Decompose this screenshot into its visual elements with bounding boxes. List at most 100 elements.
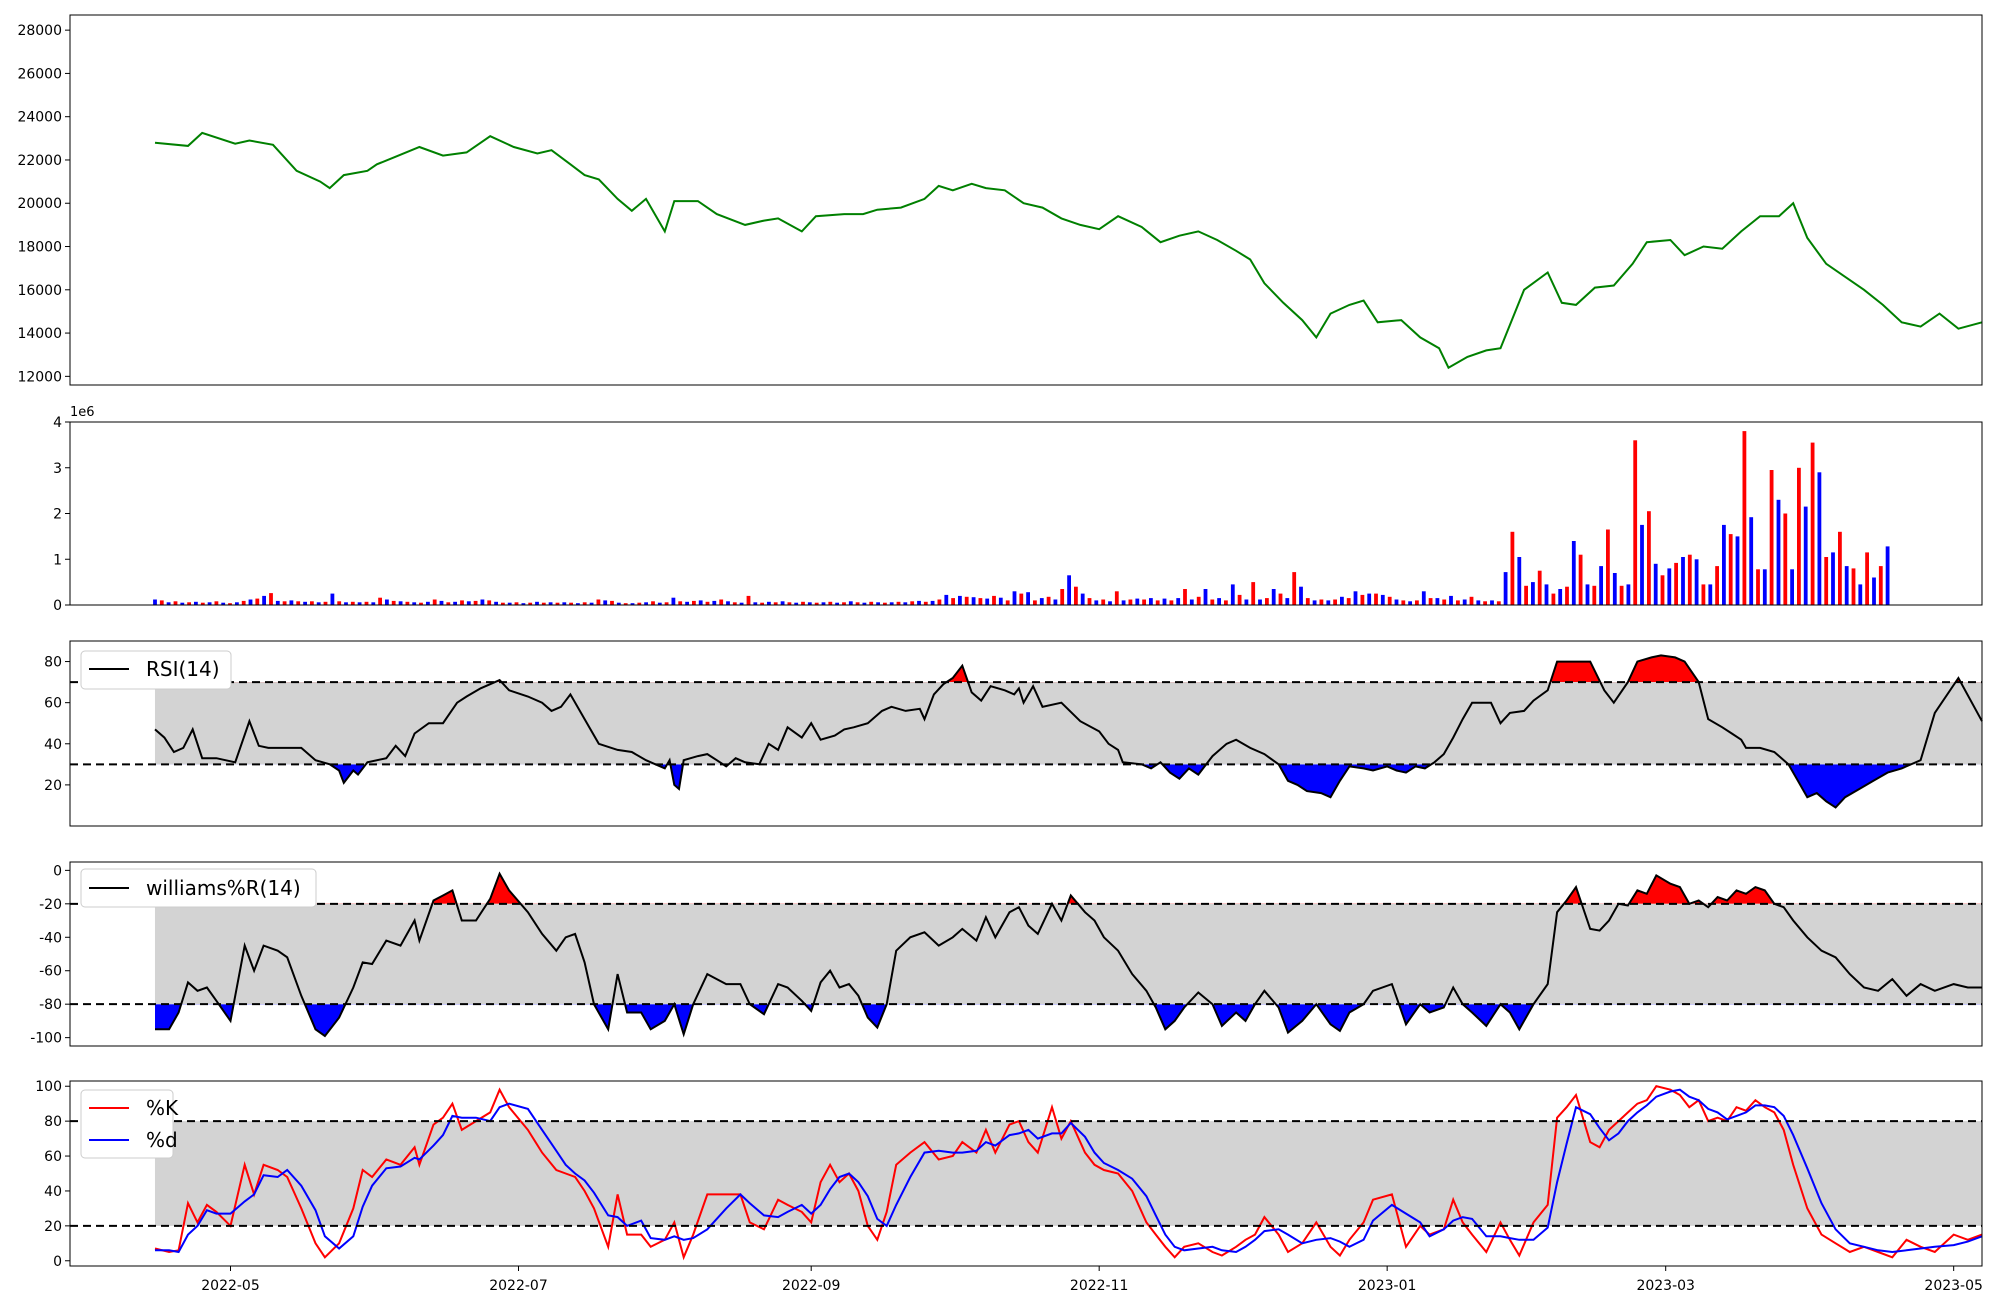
rsi-legend: RSI(14): [80, 650, 232, 690]
volume-bar: [412, 602, 417, 605]
volume-bar: [1858, 584, 1863, 605]
volume-bar: [391, 600, 396, 605]
volume-bar: [698, 600, 703, 605]
price-ytick-label: 18000: [17, 240, 62, 256]
volume-bar: [1531, 582, 1535, 605]
volume-bar: [1865, 552, 1869, 605]
volume-bar: [1189, 599, 1194, 605]
volume-bar: [1353, 591, 1358, 605]
k-legend-label: %K: [146, 1096, 179, 1120]
volume-panel: 0 1 2 3 4: [53, 415, 1983, 614]
volume-bar: [705, 601, 710, 605]
volume-bar: [1401, 600, 1406, 605]
price-ytick-label: 16000: [17, 283, 62, 299]
volume-bar: [235, 602, 239, 605]
volume-bar: [753, 602, 758, 605]
volume-bar: [1251, 582, 1256, 605]
volume-bar: [1592, 585, 1597, 605]
volume-bar: [1278, 593, 1283, 605]
stochastic-frame: [69, 1080, 1983, 1267]
volume-bar: [405, 601, 410, 605]
volume-bar: [323, 601, 328, 605]
volume-bar: [1647, 511, 1651, 605]
volume-bar: [937, 599, 942, 605]
x-tick-label: 2022-11: [1070, 1278, 1129, 1294]
volume-bar: [1101, 599, 1106, 605]
volume-bar: [1033, 600, 1037, 605]
volume-bar: [998, 597, 1003, 605]
volume-bar: [903, 602, 908, 605]
volume-bar: [487, 600, 492, 605]
volume-bar: [1292, 572, 1297, 605]
x-tick-label: 2023-05: [1924, 1278, 1983, 1294]
volume-bar: [1271, 589, 1276, 605]
williams-neutral-band: [154, 903, 1982, 1005]
volume-bar: [316, 602, 321, 605]
volume-bar: [303, 601, 307, 605]
volume-bar: [1299, 586, 1303, 605]
volume-bar: [944, 594, 949, 605]
volume-bar: [1810, 442, 1815, 605]
volume-bar: [1571, 541, 1576, 605]
volume-bar: [166, 602, 171, 605]
volume-bar: [1708, 584, 1713, 605]
volume-bar: [1258, 599, 1262, 605]
volume-bar: [1169, 600, 1174, 605]
volume-bar: [248, 599, 253, 605]
volume-bar: [760, 602, 764, 605]
stochastic-panel: 0 20 40 60 80 100 2022-05 2022-07 2022-09 2022-11…: [35, 1079, 1983, 1294]
volume-bar: [1203, 589, 1208, 605]
x-tick-label: 2023-03: [1636, 1278, 1695, 1294]
volume-bar: [835, 602, 839, 605]
volume-bar: [1394, 599, 1399, 605]
rsi-legend-box: [80, 650, 232, 690]
rsi-legend-label: RSI(14): [146, 657, 220, 681]
volume-bar: [548, 602, 553, 605]
volume-bar: [1469, 596, 1474, 605]
volume-bar: [180, 602, 185, 605]
williams-ytick-label: 0: [53, 863, 62, 879]
volume-bar: [1735, 536, 1740, 605]
volume-bar: [1380, 594, 1385, 605]
volume-bar: [1558, 589, 1563, 605]
volume-bar: [535, 601, 539, 605]
williams-frame: [69, 861, 1983, 1047]
volume-bar: [1333, 599, 1337, 605]
williams-ytick-label: -60: [39, 964, 62, 980]
volume-bar: [1217, 598, 1221, 605]
volume-bar: [964, 596, 969, 605]
volume-bar: [1319, 599, 1324, 605]
volume-bar: [630, 603, 635, 605]
volume-bar: [1783, 513, 1788, 605]
volume-bar: [869, 601, 874, 605]
volume-bar: [1230, 584, 1235, 605]
volume-bar: [773, 602, 778, 605]
stochastic-ytick-label: 20: [44, 1219, 62, 1235]
volume-bar: [862, 602, 867, 605]
volume-bar: [992, 595, 996, 605]
volume-bar: [1183, 589, 1187, 605]
williams-legend-label: williams%R(14): [146, 876, 301, 900]
volume-bar: [1108, 601, 1112, 605]
volume-bar: [159, 600, 164, 605]
volume-bar: [985, 598, 990, 605]
volume-bar: [1831, 552, 1835, 605]
volume-bar: [282, 601, 287, 605]
volume-bar: [616, 602, 621, 605]
volume-bar: [1237, 594, 1242, 605]
volume-bar: [1476, 600, 1481, 605]
volume-bar: [1790, 569, 1794, 605]
volume-bar: [671, 597, 676, 605]
volume-bar: [1162, 598, 1167, 605]
volume-bar: [1305, 598, 1310, 605]
williams-panel: 0 -20 -40 -60 -80 -100: [30, 861, 1983, 1047]
volume-bar: [1715, 566, 1719, 605]
volume-bar: [289, 600, 294, 605]
volume-bar: [255, 598, 260, 605]
volume-bar: [1803, 506, 1808, 605]
volume-bar: [1544, 584, 1549, 605]
volume-bar: [1408, 601, 1412, 605]
volume-bar: [637, 602, 642, 605]
volume-bar: [780, 601, 785, 605]
